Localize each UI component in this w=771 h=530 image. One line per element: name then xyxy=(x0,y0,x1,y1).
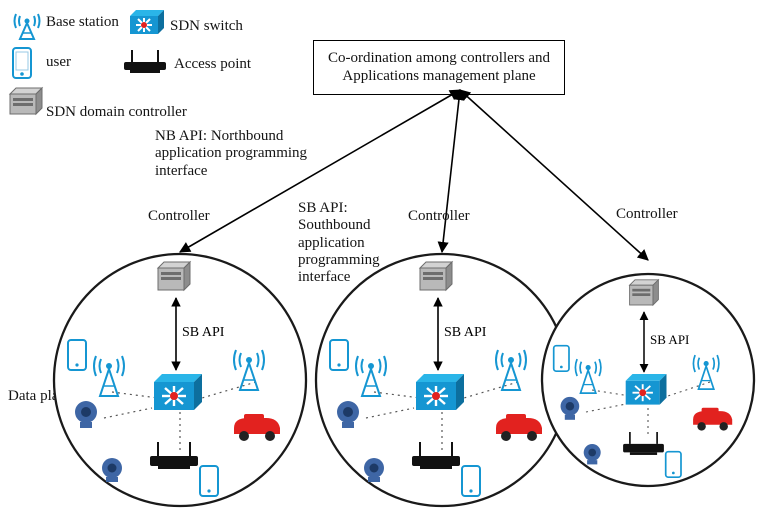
domain-2: SB API xyxy=(314,252,570,508)
controller-label-1: Controller xyxy=(148,208,210,225)
controller-label-2: Controller xyxy=(408,208,470,225)
domain-3: SB API xyxy=(540,272,756,488)
sb-api-short-1: SB API xyxy=(182,325,225,340)
domain-1: SB API xyxy=(52,252,308,508)
diagram-stage: Base station SDN switch user xyxy=(0,0,771,530)
sb-api-short-2: SB API xyxy=(444,325,487,340)
sb-api-short-3: SB API xyxy=(650,332,689,347)
controller-label-3: Controller xyxy=(616,206,678,223)
